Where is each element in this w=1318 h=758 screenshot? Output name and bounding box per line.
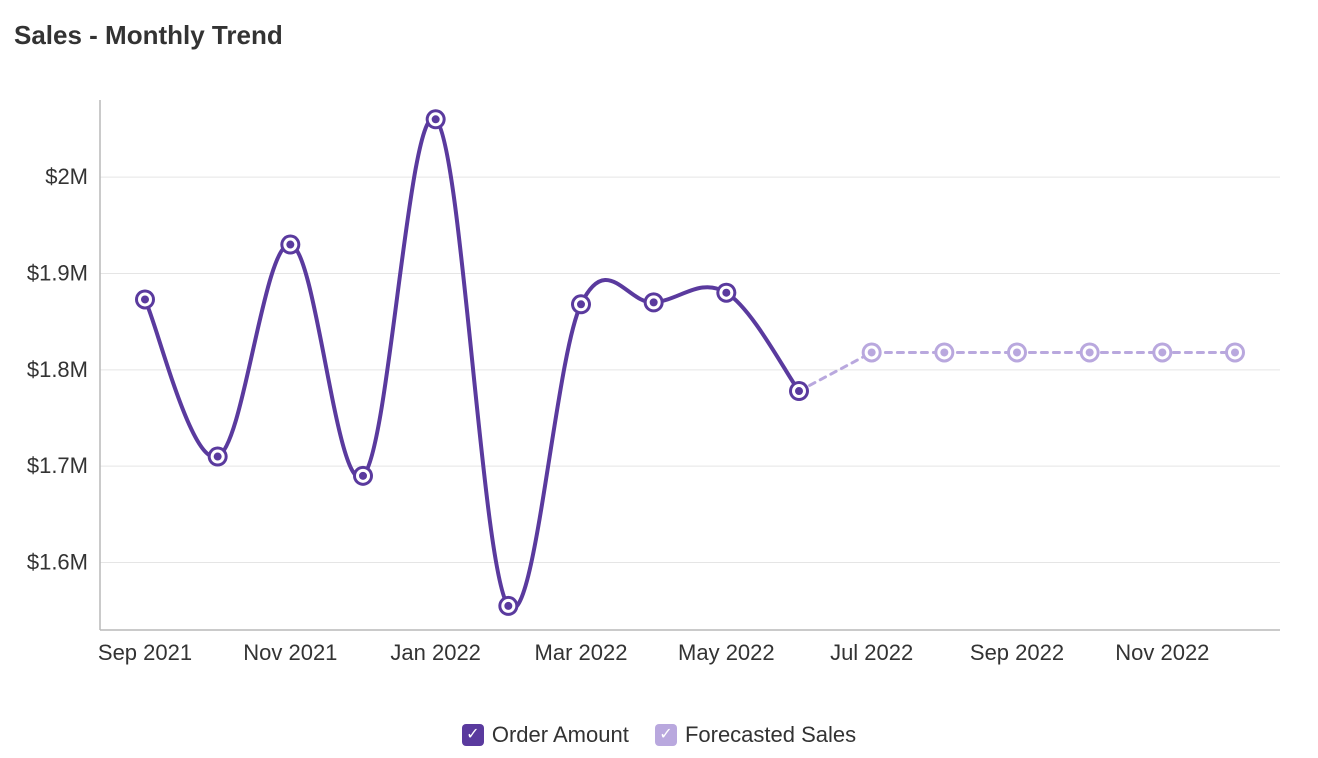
data-point[interactable] (1231, 348, 1239, 356)
data-point[interactable] (1158, 348, 1166, 356)
x-axis-label: Mar 2022 (535, 640, 628, 665)
check-icon: ✓ (659, 727, 672, 743)
data-point[interactable] (504, 602, 512, 610)
x-axis-label: Sep 2021 (98, 640, 192, 665)
data-point[interactable] (650, 298, 658, 306)
data-point[interactable] (432, 115, 440, 123)
legend-item-order-amount[interactable]: ✓ Order Amount (462, 722, 629, 748)
legend-label-order-amount: Order Amount (492, 722, 629, 748)
x-axis-label: Sep 2022 (970, 640, 1064, 665)
series-line (145, 118, 799, 608)
data-point[interactable] (141, 295, 149, 303)
line-chart: $1.6M $1.7M $1.8M $1.9M $2M Sep 2021 Nov 2021 J… (0, 80, 1318, 700)
y-axis-label: $1.7M (27, 453, 88, 478)
x-axis-label: Nov 2021 (243, 640, 337, 665)
data-point[interactable] (214, 453, 222, 461)
x-axis-label: Jul 2022 (830, 640, 913, 665)
data-point[interactable] (722, 289, 730, 297)
data-point[interactable] (286, 241, 294, 249)
chart-area: $1.6M $1.7M $1.8M $1.9M $2M Sep 2021 Nov 2021 J… (0, 80, 1318, 700)
y-axis-label: $1.6M (27, 550, 88, 575)
data-point[interactable] (940, 348, 948, 356)
y-axis-label: $1.8M (27, 357, 88, 382)
y-axis-label: $2M (45, 164, 88, 189)
data-point[interactable] (795, 387, 803, 395)
legend-swatch-order-amount: ✓ (462, 724, 484, 746)
check-icon: ✓ (466, 727, 479, 743)
data-point[interactable] (359, 472, 367, 480)
sales-trend-panel: Sales - Monthly Trend $1.6M$1.7M$1.8M$1.… (0, 0, 1318, 758)
data-point[interactable] (1086, 348, 1094, 356)
data-point[interactable] (868, 348, 876, 356)
x-axis-label: May 2022 (678, 640, 775, 665)
legend-swatch-forecasted-sales: ✓ (655, 724, 677, 746)
data-point[interactable] (1013, 348, 1021, 356)
x-axis-label: Jan 2022 (390, 640, 481, 665)
x-axis-label: Nov 2022 (1115, 640, 1209, 665)
legend-item-forecasted-sales[interactable]: ✓ Forecasted Sales (655, 722, 856, 748)
data-point[interactable] (577, 300, 585, 308)
chart-title: Sales - Monthly Trend (14, 20, 283, 51)
y-axis-label: $1.9M (27, 260, 88, 285)
chart-legend: ✓ Order Amount ✓ Forecasted Sales (0, 719, 1318, 748)
legend-label-forecasted-sales: Forecasted Sales (685, 722, 856, 748)
